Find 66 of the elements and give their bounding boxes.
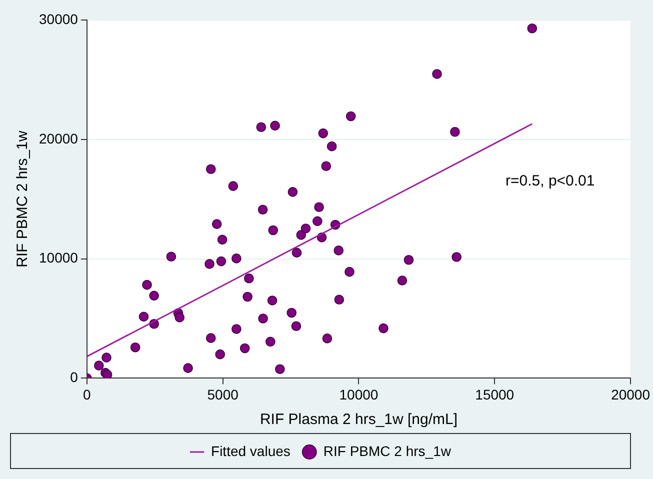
point [275, 364, 285, 374]
point [322, 334, 332, 344]
x-axis-title: RIF Plasma 2 hrs_1w [ng/mL] [260, 411, 458, 428]
y-tick-label: 30000 [38, 10, 78, 27]
point [149, 290, 159, 301]
legend-label: RIF PBMC 2 hrs_1w [323, 442, 452, 459]
y-tick-label: 20000 [38, 130, 78, 146]
point [452, 252, 462, 262]
point [215, 349, 226, 360]
point [130, 342, 140, 352]
y-tick-label: 0 [70, 369, 78, 386]
point [232, 324, 242, 334]
point [321, 161, 332, 172]
point [326, 141, 337, 152]
point [300, 224, 311, 234]
legend-label: Fitted values [211, 442, 290, 459]
point [288, 187, 298, 197]
x-tick-label: 15000 [475, 386, 514, 402]
point [344, 266, 354, 277]
point [142, 280, 152, 290]
point [258, 204, 268, 215]
point [291, 321, 302, 332]
x-tick-label: 5000 [207, 386, 239, 402]
point [217, 234, 228, 245]
annotation: r=0.5, p<0.01 [506, 172, 595, 190]
point [102, 352, 112, 362]
point [267, 296, 278, 306]
point [378, 323, 388, 334]
point [312, 216, 322, 226]
point [216, 256, 226, 266]
point [334, 294, 344, 305]
point [166, 252, 176, 262]
point [527, 23, 538, 34]
point [314, 202, 324, 212]
point [334, 246, 344, 256]
point [397, 276, 408, 286]
point [94, 360, 104, 370]
point [270, 120, 280, 131]
y-tick-label: 10000 [38, 250, 78, 266]
point [206, 164, 216, 174]
point [212, 219, 222, 229]
x-tick-label: 20000 [611, 386, 650, 402]
point [228, 181, 238, 191]
point [258, 314, 268, 324]
point [450, 126, 460, 137]
point [432, 69, 442, 79]
point [292, 248, 302, 258]
point [265, 336, 276, 347]
point [174, 312, 185, 322]
point [232, 254, 242, 264]
point [240, 343, 250, 354]
point [204, 259, 214, 269]
point [404, 254, 414, 265]
point [318, 128, 328, 138]
point [242, 292, 252, 302]
point [244, 273, 254, 284]
point [346, 111, 356, 122]
x-tick-label: 0 [83, 386, 92, 402]
point [206, 333, 216, 343]
point [286, 308, 296, 318]
point [268, 225, 278, 236]
y-axis-title: RIF PBMC 2 hrs_1w [14, 130, 32, 268]
point [183, 363, 193, 373]
point [138, 312, 149, 322]
x-tick-label: 10000 [339, 386, 378, 402]
point [256, 122, 266, 132]
